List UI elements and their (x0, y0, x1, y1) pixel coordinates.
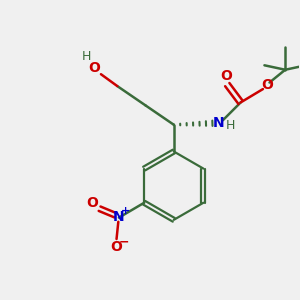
Text: H: H (226, 119, 236, 132)
Text: +: + (121, 206, 130, 216)
Text: O: O (86, 196, 98, 210)
Text: O: O (221, 69, 232, 83)
Text: O: O (111, 240, 122, 254)
Text: −: − (119, 236, 130, 248)
Text: O: O (88, 61, 101, 75)
Text: N: N (213, 116, 225, 130)
Text: H: H (81, 50, 91, 64)
Text: N: N (112, 210, 124, 224)
Text: O: O (262, 78, 273, 92)
